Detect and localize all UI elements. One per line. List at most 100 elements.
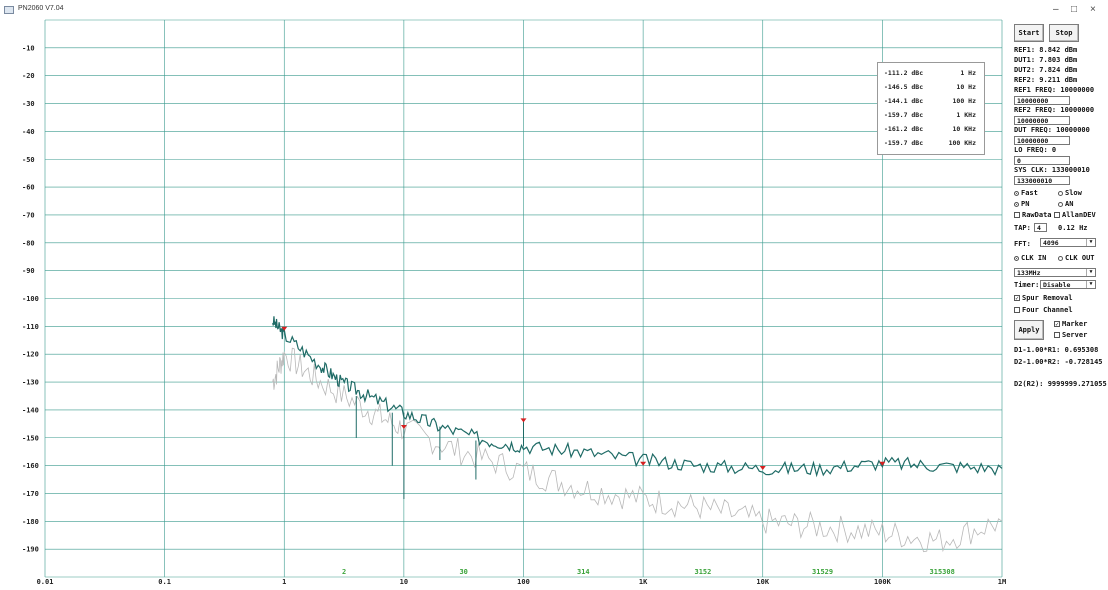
y-tick-label: -80 [22,239,35,247]
x-tick-label: 0.01 [37,578,54,586]
lo-freq-label: LO FREQ: 0 [1014,146,1057,154]
server-checkbox[interactable]: Server [1054,331,1087,339]
clk-in-radio[interactable]: CLK IN [1014,254,1046,262]
apply-button[interactable]: Apply [1014,320,1044,340]
ref2-freq-label: REF2 FREQ: 10000000 [1014,106,1095,114]
phase-noise-trace [272,316,1003,478]
fft-label: FFT: [1014,240,1031,248]
clk-out-radio[interactable]: CLK OUT [1058,254,1095,262]
tap-input[interactable]: 4 [1034,223,1047,232]
close-button[interactable]: × [1090,4,1096,15]
chevron-down-icon: ▼ [1086,281,1095,288]
checkbox-icon [1054,212,1060,218]
x-tick-label: 100 [517,578,530,586]
slow-radio[interactable]: Slow [1058,189,1082,197]
radio-icon [1058,190,1063,196]
timer-select[interactable]: Disable ▼ [1040,280,1096,289]
x-tick-label: 1 [282,578,286,586]
radio-checked-icon [1014,190,1019,196]
radio-icon [1058,201,1063,207]
phase-noise-chart: -10 -20 -30 -40 -50 -60 -70 -80 -90 -100 -110 -120 -… [22,19,1006,586]
clk-select[interactable]: 133MHz ▼ [1014,268,1096,277]
ref1-freq-input[interactable]: 10000000 [1014,96,1070,105]
tap-hz: 0.12 Hz [1058,224,1088,232]
y-tick-label: -130 [22,379,39,387]
an-radio[interactable]: AN [1058,200,1073,208]
four-channel-checkbox[interactable]: Four Channel [1014,306,1073,314]
tap-label: TAP: [1014,224,1031,232]
d2-readout: D2-1.00*R2: -0.728145 [1014,358,1103,366]
marker-checkbox[interactable]: ✓ Marker [1054,320,1088,328]
x-tick-label: 1M [998,578,1006,586]
radio-icon [1058,255,1063,261]
y-tick-label: -50 [22,156,35,164]
window-title: PN2060 V7.04 [18,5,64,12]
y-tick-label: -70 [22,211,35,219]
chevron-down-icon: ▼ [1086,269,1095,276]
dut-freq-input[interactable]: 10000000 [1014,136,1070,145]
radio-checked-icon [1014,201,1019,207]
y-tick-label: -10 [22,44,35,52]
y-tick-label: -40 [22,128,35,136]
timer-label: Timer: [1014,281,1040,289]
title-bar: PN2060 V7.04 – □ × [0,0,1108,20]
y-tick-label: -60 [22,184,35,192]
y-tick-label: -170 [22,490,39,498]
app-icon [4,6,14,14]
marker-point [281,326,288,331]
checkbox-checked-icon: ✓ [1054,321,1060,328]
fast-radio[interactable]: Fast [1014,189,1038,197]
y-tick-label: -190 [22,546,39,554]
ref1-freq-label: REF1 FREQ: 10000000 [1014,86,1095,94]
y-tick-label: -90 [22,267,35,275]
d1-readout: D1-1.00*R1: 0.695308 [1014,346,1099,354]
marker-point [759,465,766,470]
ref2-freq-input[interactable]: 10000000 [1014,116,1070,125]
checkbox-checked-icon: ✓ [1014,295,1020,302]
start-button[interactable]: Start [1014,24,1044,42]
stop-button[interactable]: Stop [1049,24,1079,42]
bin-label: 2 [342,568,346,576]
checkbox-icon [1054,332,1060,338]
ref1-level: REF1: 8.842 dBm [1014,46,1078,54]
x-tick-label: 100K [874,578,892,586]
spur-removal-checkbox[interactable]: ✓ Spur Removal [1014,294,1073,302]
reference-noise-trace [272,347,1003,553]
marker-point [879,461,886,466]
bin-label: 31529 [812,568,833,576]
marker-point [640,461,647,466]
chevron-down-icon: ▼ [1086,239,1095,246]
ref2-level: REF2: 9.211 dBm [1014,76,1078,84]
y-tick-label: -20 [22,72,35,80]
bin-label: 314 [577,568,590,576]
x-tick-label: 0.1 [158,578,171,586]
checkbox-icon [1014,307,1020,313]
x-tick-label: 10K [756,578,769,586]
sys-clk-input[interactable]: 133000010 [1014,176,1070,185]
marker-table: -111.2 dBc 1 Hz -146.5 dBc 10 Hz -144.1 dB… [877,62,985,155]
sys-clk-label: SYS CLK: 133000010 [1014,166,1090,174]
d2r2-readout: D2(R2): 9999999.271055 [1014,380,1107,388]
pn-radio[interactable]: PN [1014,200,1029,208]
allandev-checkbox[interactable]: AllanDEV [1054,211,1096,219]
y-tick-label: -110 [22,323,39,331]
y-tick-label: -100 [22,295,39,303]
y-tick-label: -140 [22,406,39,414]
bin-label: 30 [459,568,467,576]
lo-freq-input[interactable]: 0 [1014,156,1070,165]
x-tick-label: 1K [639,578,648,586]
marker-point [400,425,407,430]
bin-label: 3152 [695,568,712,576]
rawdata-checkbox[interactable]: RawData [1014,211,1052,219]
dut-freq-label: DUT FREQ: 10000000 [1014,126,1090,134]
x-tick-label: 10 [400,578,408,586]
y-tick-label: -150 [22,434,39,442]
checkbox-icon [1014,212,1020,218]
maximize-button[interactable]: □ [1071,4,1078,15]
fft-select[interactable]: 4096 ▼ [1040,238,1096,247]
marker-point [520,418,527,423]
minimize-button[interactable]: – [1053,4,1059,15]
dut1-level: DUT1: 7.803 dBm [1014,56,1078,64]
y-tick-label: -180 [22,518,39,526]
dut2-level: DUT2: 7.824 dBm [1014,66,1078,74]
